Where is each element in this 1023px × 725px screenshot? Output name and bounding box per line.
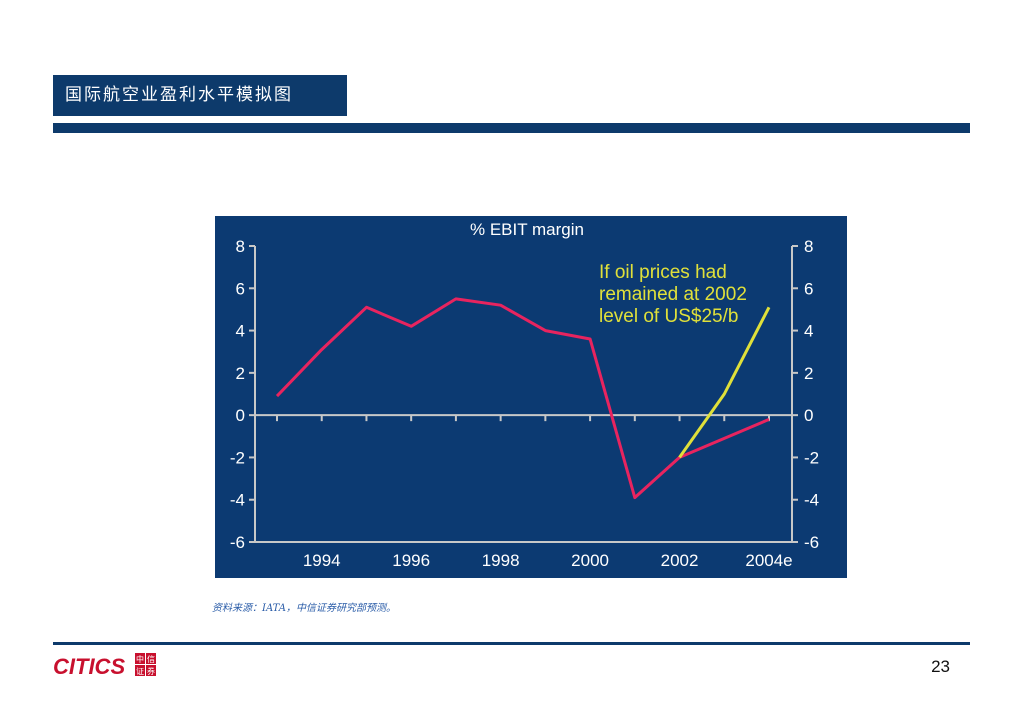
y-tick-label-left: 4 — [236, 322, 245, 341]
chart-title: % EBIT margin — [470, 220, 584, 239]
ebit-margin-line — [275, 297, 770, 500]
page-title: 国际航空业盈利水平模拟图 — [53, 75, 347, 116]
annotation-line: If oil prices had — [599, 262, 727, 283]
logo-cn-block: 中信证券 — [135, 653, 156, 676]
y-tick-label-right: 8 — [804, 237, 813, 256]
y-tick-label-right: -2 — [804, 448, 819, 467]
y-tick-label-right: 0 — [804, 406, 813, 425]
logo-cn-char: 信 — [147, 654, 155, 664]
series-layer — [275, 297, 771, 500]
oil-scenario-line — [678, 306, 771, 459]
y-tick-label-right: 6 — [804, 279, 813, 298]
y-tick-label-right: 4 — [804, 322, 813, 341]
y-tick-label-left: 8 — [236, 237, 245, 256]
y-tick-label-left: 6 — [236, 279, 245, 298]
y-tick-label-right: -4 — [804, 491, 819, 510]
y-tick-label-left: -6 — [230, 533, 245, 552]
logo-cn-cell — [146, 665, 156, 676]
logo-cn-char: 证 — [136, 667, 144, 676]
logo-cn-cell — [135, 665, 145, 676]
axes-layer: -6 -6 -4 -4 -2 -2 0 0 2 2 4 4 6 6 8 8 1994 1996 1998 2000 20… — [230, 237, 819, 570]
logo-cn-cell — [146, 653, 156, 664]
x-tick-label: 1996 — [392, 551, 430, 570]
logo-cn-char: 券 — [147, 666, 155, 676]
chart-svg: % EBIT margin -6 -6 -4 -4 -2 -2 0 0 2 2 4 4 6 6 8 8 1994… — [230, 220, 819, 570]
footer-divider — [53, 642, 970, 645]
x-tick-label: 2004e — [745, 551, 792, 570]
annotation-line: remained at 2002 — [599, 284, 747, 305]
source-note: 资料来源：IATA，中信证券研究部预测。 — [212, 603, 396, 614]
x-tick-label: 2002 — [661, 551, 699, 570]
logo-cn-char: 中 — [136, 654, 144, 664]
x-tick-label: 1994 — [303, 551, 341, 570]
y-tick-label-right: -6 — [804, 533, 819, 552]
y-tick-label-right: 2 — [804, 364, 813, 383]
page-number: 23 — [931, 657, 950, 676]
annotation-line: level of US$25/b — [599, 306, 738, 327]
x-tick-label: 2000 — [571, 551, 609, 570]
y-tick-label-left: -2 — [230, 448, 245, 467]
y-tick-label-left: 2 — [236, 364, 245, 383]
y-tick-label-left: -4 — [230, 491, 245, 510]
ebit-margin-chart: % EBIT margin -6 -6 -4 -4 -2 -2 0 0 2 2 4 4 6 6 8 8 1994… — [215, 216, 847, 578]
title-divider — [53, 123, 970, 133]
logo-cn-cell — [135, 653, 145, 664]
y-tick-label-left: 0 — [236, 406, 245, 425]
x-tick-label: 1998 — [482, 551, 520, 570]
citics-logo: CITICS 中信证券 — [53, 653, 156, 679]
logo-text: CITICS — [53, 654, 125, 679]
